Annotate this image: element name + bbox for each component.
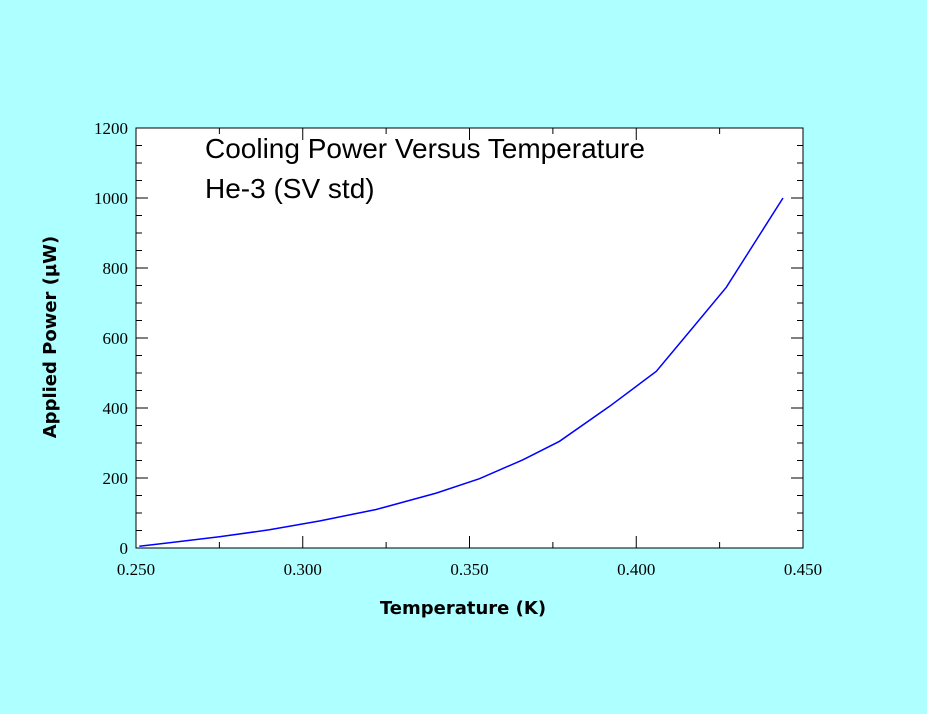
x-tick-label: 0.300	[284, 560, 322, 579]
y-tick-label: 1200	[94, 119, 128, 138]
plot-area	[135, 127, 804, 549]
chart-subtitle: He-3 (SV std)	[205, 173, 375, 204]
x-axis-label: Temperature (K)	[380, 598, 546, 619]
x-tick-label: 0.350	[450, 560, 488, 579]
y-tick-label: 1000	[94, 189, 128, 208]
y-axis-label: Applied Power (µW)	[40, 236, 61, 439]
y-tick-label: 600	[103, 329, 129, 348]
chart-title: Cooling Power Versus Temperature	[205, 133, 645, 164]
y-tick-label: 400	[103, 399, 129, 418]
y-tick-label: 800	[103, 259, 129, 278]
x-tick-label: 0.400	[617, 560, 655, 579]
y-tick-label: 200	[103, 469, 129, 488]
cooling-power-line	[139, 197, 784, 548]
x-tick-label: 0.450	[784, 560, 822, 579]
plot-layer: 0 200 400 600 800 1000 1200 0.250 0.300 0.350 0.40…	[94, 119, 822, 579]
y-tick-label: 0	[120, 539, 129, 558]
x-tick-label: 0.250	[117, 560, 155, 579]
